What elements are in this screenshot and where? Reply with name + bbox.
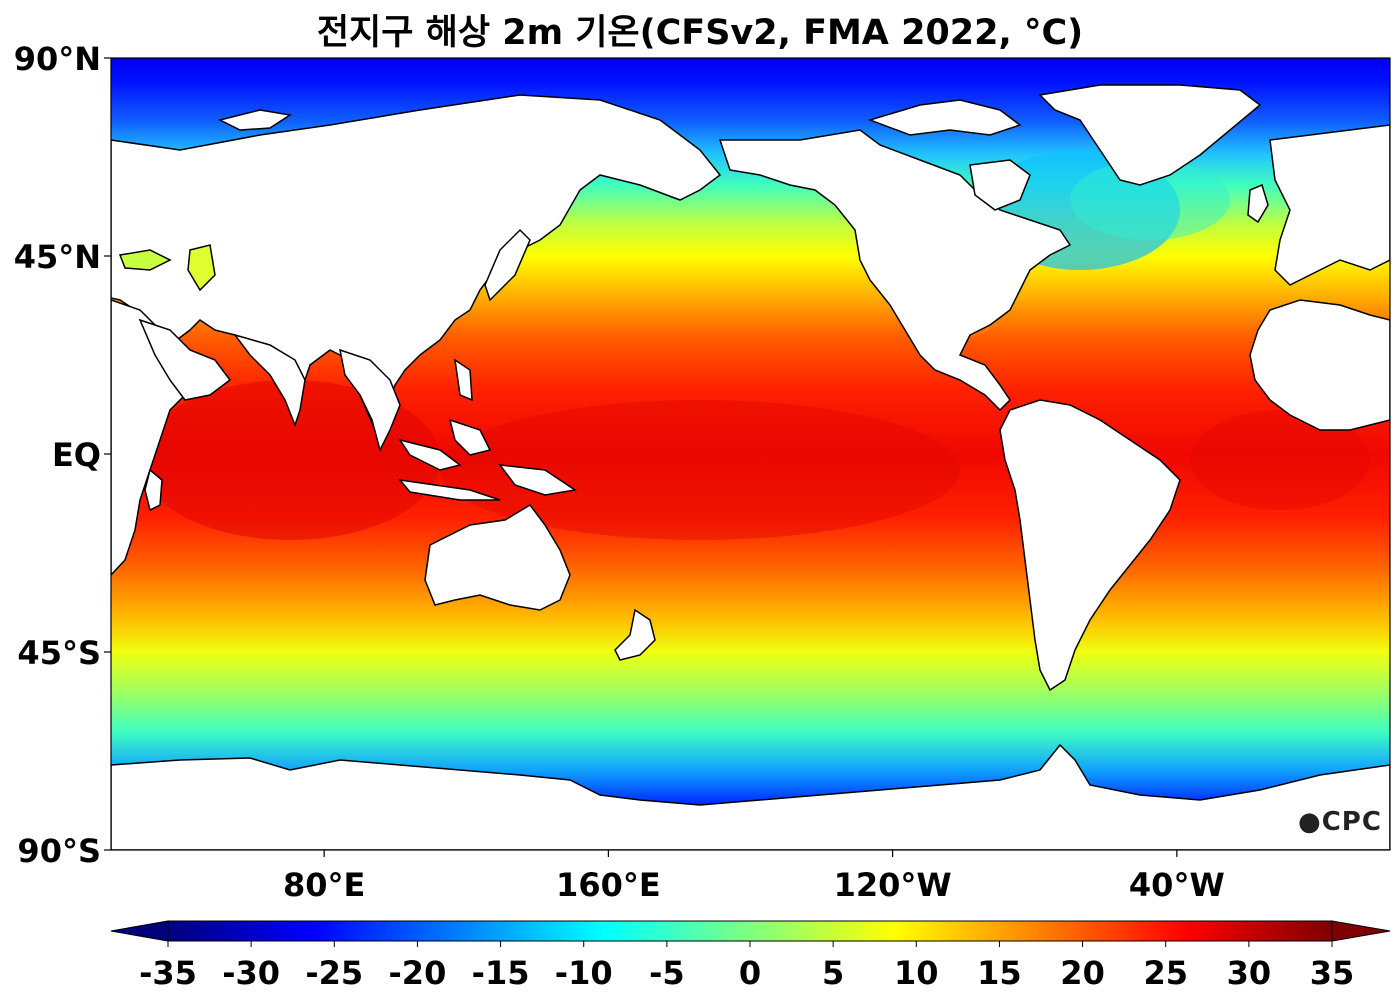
colorbar-tick-label: 5 <box>822 954 844 992</box>
cpc-logo: ●CPC <box>1298 807 1382 837</box>
colorbar-tick-label: -10 <box>555 954 613 992</box>
colorbar-tick-label: 20 <box>1060 954 1105 992</box>
land-india <box>233 333 306 428</box>
land-antarctica <box>111 743 1390 850</box>
colorbar-tick-label: 15 <box>977 954 1022 992</box>
map-title: 전지구 해상 2m 기온(CFSv2, FMA 2022, °C) <box>316 13 1084 53</box>
lat-tick-label: 90°S <box>17 832 101 870</box>
colorbar-tick-label: -20 <box>389 954 447 992</box>
colorbar-tick-label: 10 <box>894 954 939 992</box>
longitude-axis: 80°E 160°E 120°W 40°W <box>283 850 1225 904</box>
colorbar-ticks: -35 -30 -25 -20 -15 -10 -5 0 5 10 15 20 25 30 35 <box>139 941 1354 992</box>
lon-tick-label: 40°W <box>1129 866 1225 904</box>
colorbar-tick-label: -15 <box>472 954 530 992</box>
landmasses <box>111 84 1390 850</box>
land-europe <box>1269 124 1390 286</box>
colorbar-extend-max <box>1331 920 1391 942</box>
land-se-asia <box>339 348 401 453</box>
lat-tick-label: 90°N <box>14 40 101 78</box>
colorbar-tick-label: -5 <box>649 954 685 992</box>
land-greenland <box>1038 84 1262 186</box>
colorbar-body <box>167 920 1333 942</box>
lat-tick-label: EQ <box>52 436 101 474</box>
colorbar-extend-min <box>110 920 169 942</box>
logo-text: CPC <box>1321 807 1382 837</box>
land-australia <box>424 504 571 611</box>
colorbar: -35 -30 -25 -20 -15 -10 -5 0 5 10 15 20 25 30 35 <box>110 920 1391 992</box>
colorbar-tick-label: -35 <box>139 954 197 992</box>
latitude-axis: 90°N 45°N EQ 45°S 90°S <box>14 40 111 870</box>
colorbar-tick-label: -25 <box>305 954 363 992</box>
colorbar-tick-label: -30 <box>222 954 280 992</box>
land-africa-west <box>1249 299 1390 431</box>
lon-tick-label: 120°W <box>834 866 952 904</box>
colorbar-tick-label: 25 <box>1143 954 1188 992</box>
lat-tick-label: 45°N <box>14 238 101 276</box>
land-new-zealand <box>614 608 656 661</box>
land-south-america <box>999 399 1181 692</box>
logo-icon: ● <box>1298 807 1322 837</box>
colorbar-tick-label: 0 <box>739 954 761 992</box>
land-arabia <box>138 318 232 401</box>
colorbar-tick-label: 35 <box>1310 954 1355 992</box>
lat-tick-label: 45°S <box>17 634 101 672</box>
lon-tick-label: 160°E <box>556 866 661 904</box>
lon-tick-label: 80°E <box>283 866 365 904</box>
colorbar-tick-label: 30 <box>1227 954 1272 992</box>
ocean-anomaly-patches <box>140 150 1370 540</box>
